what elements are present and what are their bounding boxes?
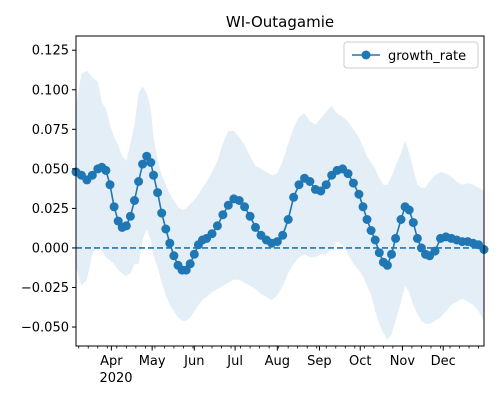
data-point [387,249,396,259]
x-tick-label: Nov [390,354,416,369]
data-point [146,158,156,167]
data-point [412,233,422,243]
legend-label: growth_rate [388,49,466,64]
data-point [105,180,115,190]
y-tick-label: 0.050 [32,162,69,177]
legend-box [343,41,479,69]
data-point [157,208,167,218]
x-tick-label: Oct [349,354,371,369]
data-point [165,238,175,248]
plot-frame [75,35,485,347]
data-point [189,249,199,259]
legend: growth_rate [343,41,479,69]
data-point [185,259,195,269]
data-point [416,243,426,253]
uncertainty-band [76,70,484,340]
data-point [149,170,158,180]
x-tick-label: May [139,354,166,369]
y-tick-label: −0.025 [21,281,69,296]
data-point [121,221,131,231]
series-markers-layer [71,151,489,275]
y-tick-label: 0.000 [32,241,69,256]
data-point [283,215,293,224]
y-tick-label: 0.075 [32,123,69,138]
data-point [212,221,222,231]
data-point [396,215,406,224]
data-point [391,233,401,243]
data-point [289,192,299,202]
data-point [207,229,217,239]
data-point [382,260,392,270]
data-point [366,226,376,235]
chart-title: WI-Outagamie [226,13,334,31]
data-point [109,202,119,212]
data-point [218,210,228,220]
data-point [138,159,148,169]
data-point [153,188,163,198]
data-point [404,205,414,215]
x-tick-label: Jul [226,354,243,369]
data-point [370,235,380,245]
y-axis: −0.050 −0.025 0.000 0.025 0.050 0.075 0.100 0.1… [21,44,76,336]
data-point [321,180,331,190]
x-tick-label: Dec [431,354,456,369]
data-point [234,196,244,205]
data-point [223,200,233,210]
x-tick-label: Sep [307,354,332,369]
data-point [87,170,97,180]
data-point [169,251,179,261]
data-point [305,177,315,186]
data-point [374,248,384,258]
data-point [343,169,353,179]
x-tick-label: Aug [265,354,290,369]
y-tick-label: 0.025 [32,202,69,217]
data-point [130,196,139,205]
data-point [278,230,288,240]
x-tick-label: Apr [100,354,123,369]
y-tick-label: −0.050 [21,321,69,336]
data-point [348,178,358,188]
data-point [358,202,368,212]
data-point [240,202,250,212]
data-point [354,189,364,199]
data-point [294,180,304,190]
data-point [125,211,135,221]
x-tick-label: Jun [183,354,204,369]
data-point [362,215,372,224]
data-point [134,177,144,186]
data-point [272,237,282,247]
data-point [316,186,326,196]
x-axis: Apr May Jun Jul Aug Sep Oct Nov Dec [78,346,479,369]
data-point [245,211,255,221]
data-point [161,224,171,234]
legend-marker-swatch [361,50,371,60]
data-point [101,165,111,175]
y-tick-label: 0.100 [32,83,69,98]
y-tick-label: 0.125 [32,44,69,59]
data-point [408,218,418,228]
x-year-label: 2020 [99,371,132,386]
data-point [430,246,440,256]
uncertainty-band-layer [76,70,484,340]
data-point [251,222,260,232]
